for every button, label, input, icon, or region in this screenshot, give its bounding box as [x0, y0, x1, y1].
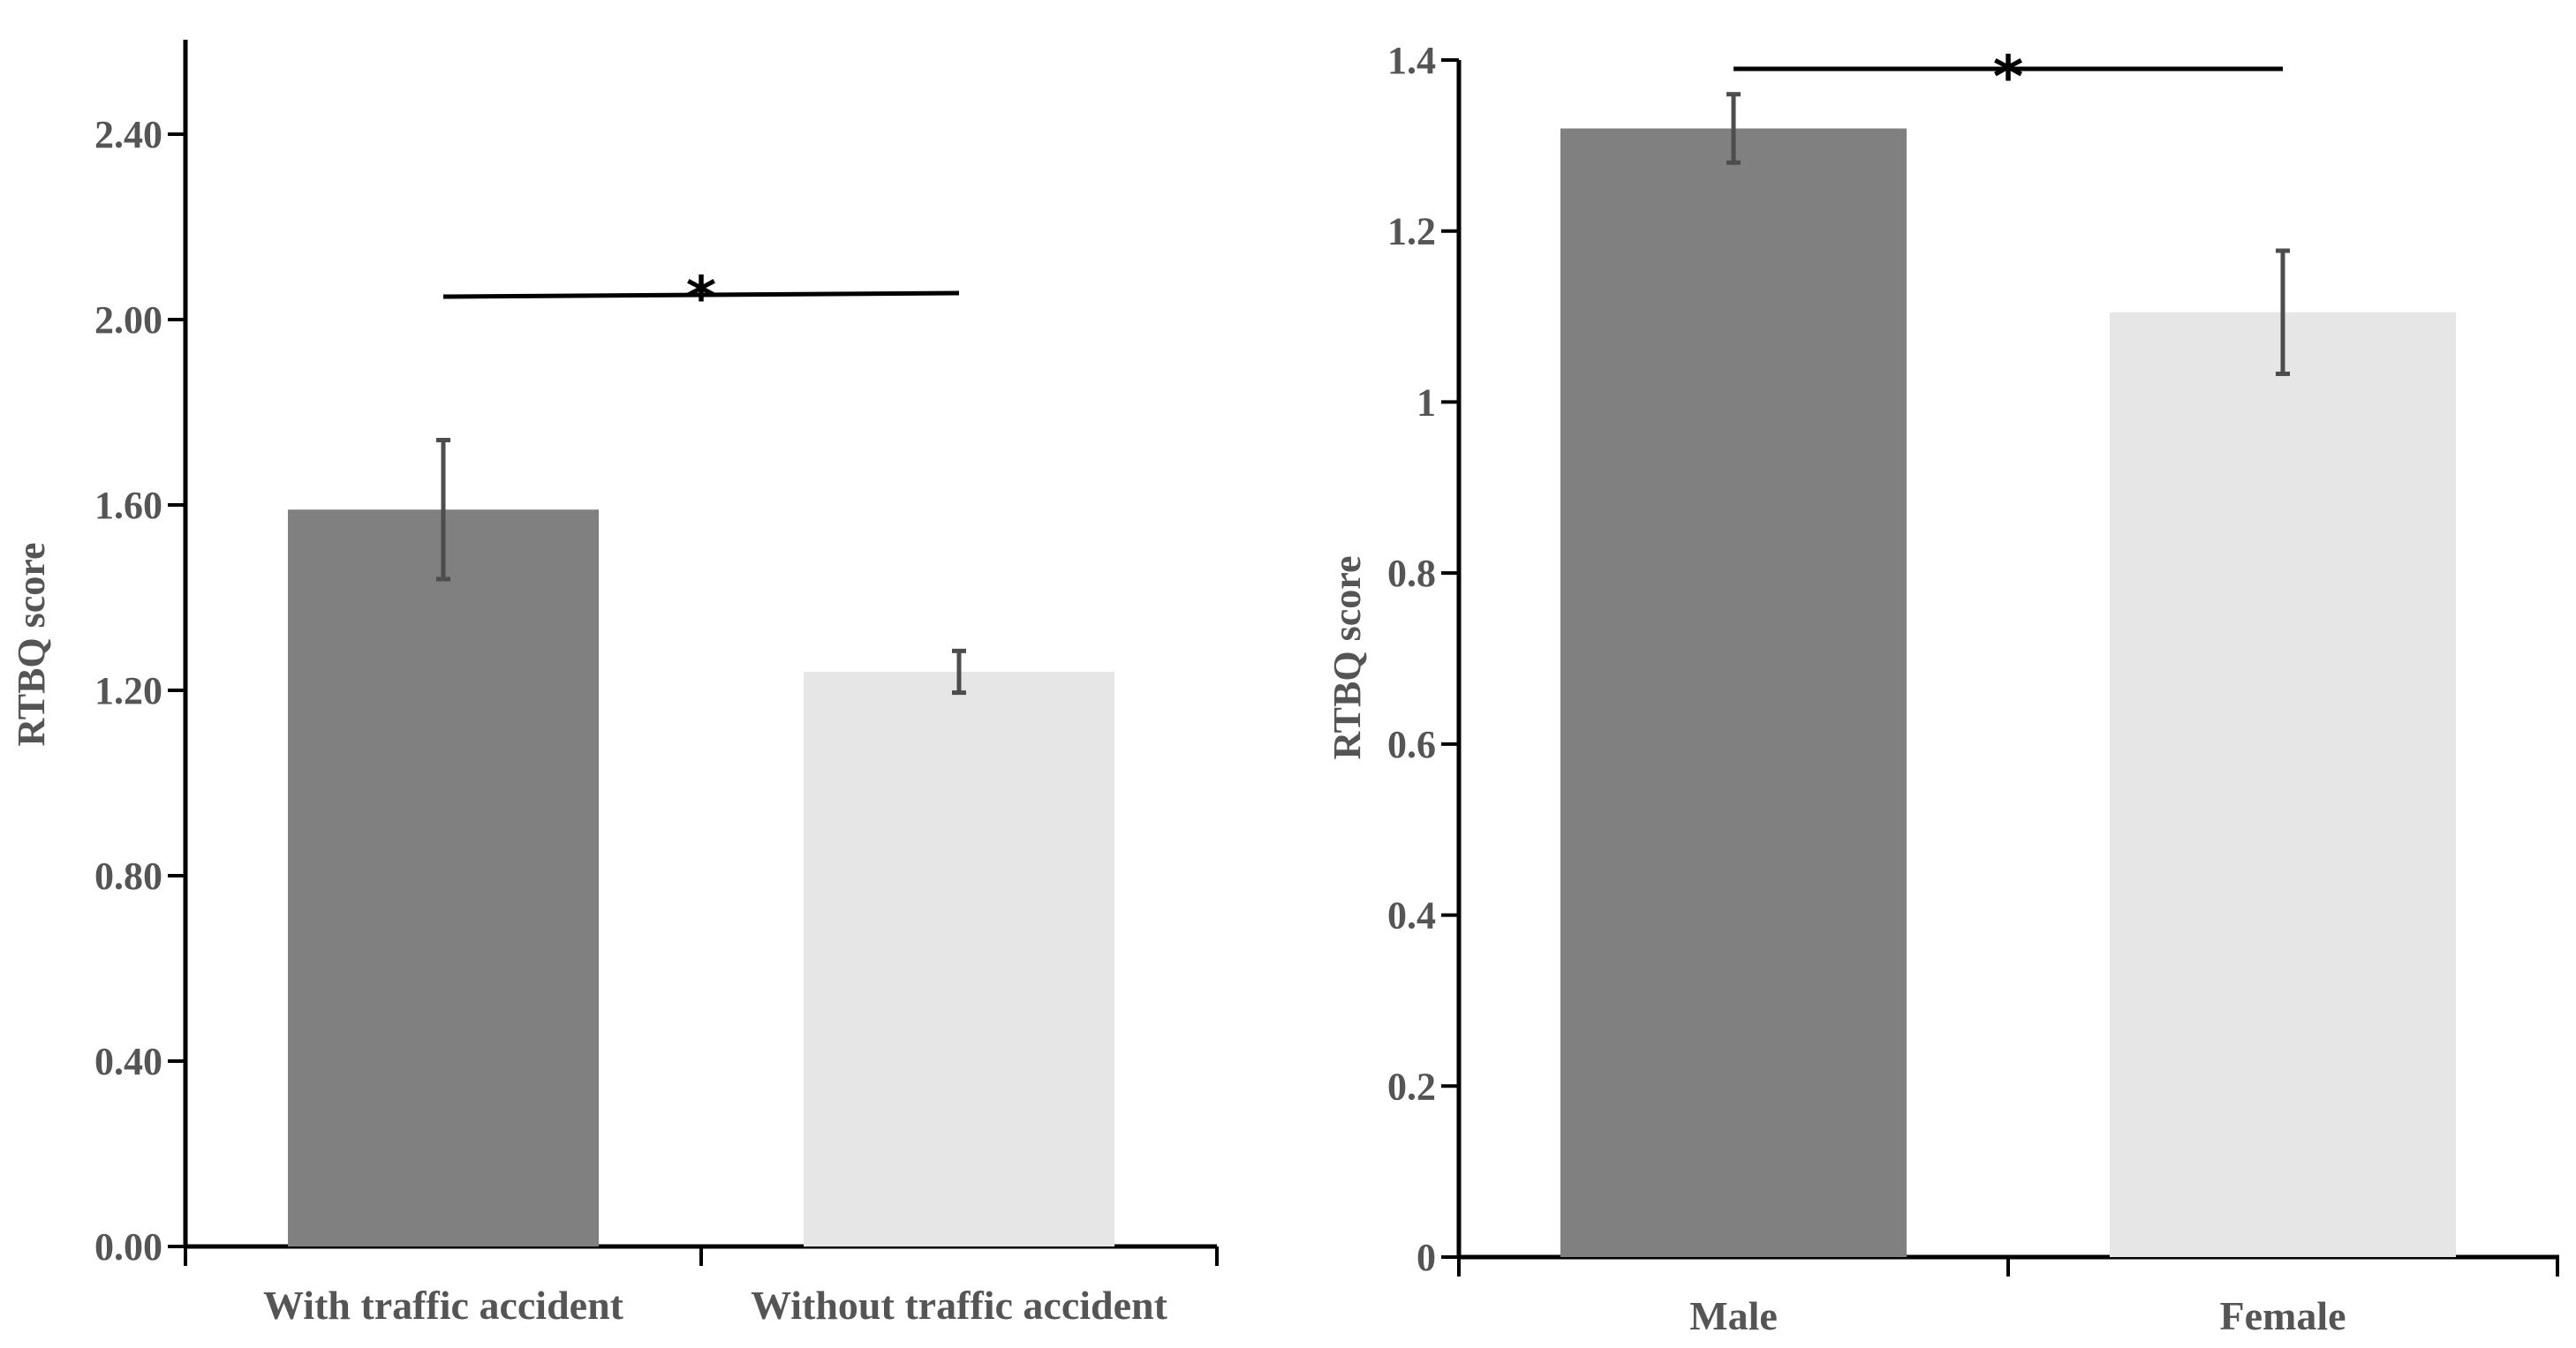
y-tick-label: 1.4 — [1387, 39, 1436, 82]
y-axis-title: RTBQ score — [1326, 555, 1369, 759]
y-tick-label: 0.4 — [1387, 894, 1436, 938]
significance-line — [442, 290, 960, 299]
y-axis-title: RTBQ score — [10, 542, 53, 746]
category-label: Without traffic accident — [751, 1283, 1168, 1328]
y-tick-label: 1 — [1416, 380, 1436, 424]
category-label: Male — [1689, 1293, 1778, 1338]
y-tick-label: 0.80 — [94, 855, 162, 898]
bar-0 — [288, 509, 599, 1246]
chart-accident: 0.00 0.40 0.80 1.20 1.60 2.00 2.40 With traffic… — [10, 40, 1219, 1328]
y-tick-label: 0.00 — [94, 1225, 162, 1269]
category-label: Female — [2219, 1293, 2346, 1338]
significance-marker: * — [686, 264, 717, 332]
significance-marker: * — [1993, 43, 2024, 111]
y-tick-label: 1.20 — [94, 669, 162, 712]
y-tick-label: 1.2 — [1387, 210, 1436, 253]
y-tick-label: 0.6 — [1387, 723, 1436, 766]
y-tick-label: 0.8 — [1387, 552, 1436, 595]
y-tick-label: 0.40 — [94, 1040, 162, 1083]
y-tick-label: 0.2 — [1387, 1065, 1436, 1108]
y-tick-label: 2.00 — [94, 298, 162, 342]
bar-0 — [1560, 128, 1907, 1257]
y-tick-label: 0 — [1416, 1236, 1436, 1279]
y-tick-label: 2.40 — [94, 113, 162, 156]
category-label: With traffic accident — [263, 1283, 624, 1328]
bar-1 — [804, 672, 1114, 1246]
y-tick-label: 1.60 — [94, 484, 162, 527]
chart-gender: 0 0.2 0.4 0.6 0.8 1 1.2 1.4 Male Female * RTBQ scor… — [1326, 39, 2559, 1338]
bar-1 — [2110, 312, 2456, 1258]
